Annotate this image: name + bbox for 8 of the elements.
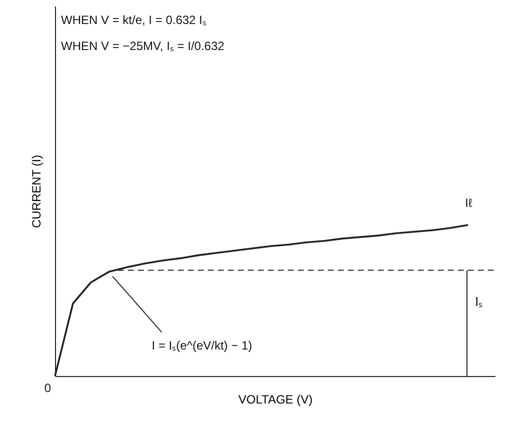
text: WHEN V = kt/e, I = 0.632 Iₛ [61, 13, 206, 27]
annotation: Iₛ [475, 294, 483, 309]
text: Iℓ [465, 196, 472, 210]
text: WHEN V = −25MV, Iₛ = I/0.632 [61, 39, 225, 53]
x-axis-title: VOLTAGE (V) [238, 392, 313, 406]
annotation: I = Iₛ(e^(eV/kt) − 1) [152, 338, 252, 352]
y-axis-title: CURRENT (I) [30, 154, 44, 228]
text: 0 [44, 381, 52, 395]
